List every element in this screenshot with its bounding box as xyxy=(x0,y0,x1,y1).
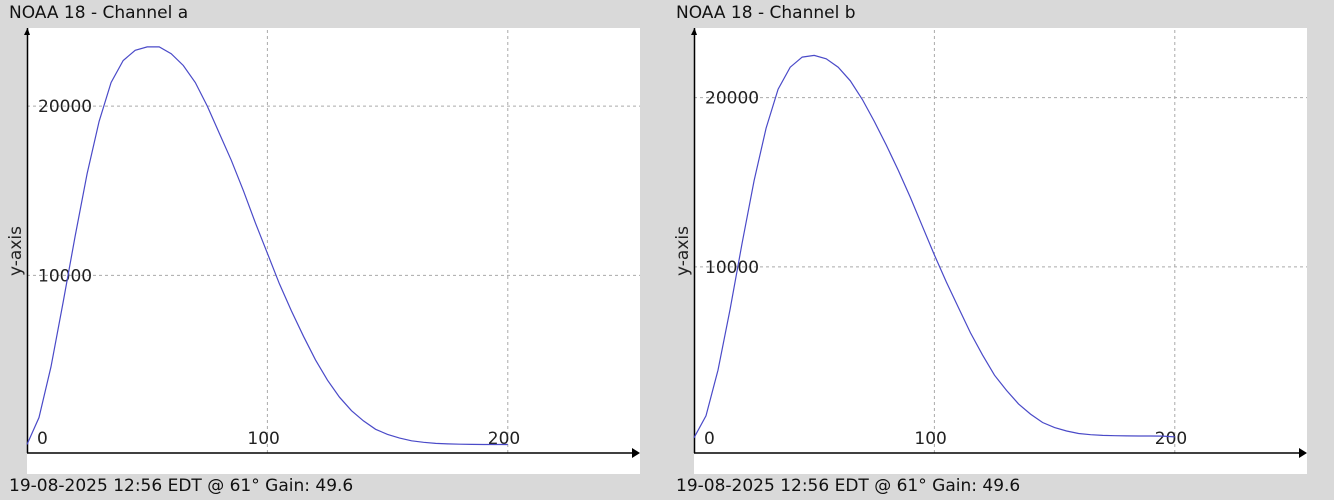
y-axis-label: y-axis xyxy=(6,226,26,276)
x-tick-label: 0 xyxy=(37,429,48,449)
y-tick-label: 10000 xyxy=(38,266,92,286)
plot-area: 0 100 200 10000 20000 y-axis xyxy=(6,28,640,474)
y-tick-label: 10000 xyxy=(705,258,759,278)
chart-panel-channel-b: NOAA 18 - Channel b 0 100 200 10000 20000 y-a… xyxy=(667,0,1334,500)
x-axis-arrow xyxy=(632,448,640,458)
plot-area: 0 100 200 10000 20000 y-axis xyxy=(673,28,1307,474)
y-axis-arrow xyxy=(24,28,30,35)
y-axis-arrow xyxy=(691,28,697,35)
x-tick-label: 0 xyxy=(704,429,715,449)
capture-info-footer: 19-08-2025 12:56 EDT @ 61° Gain: 49.6 xyxy=(676,476,1021,496)
y-tick-label: 20000 xyxy=(38,97,92,117)
series-line xyxy=(26,46,508,446)
line-chart: 0 100 200 10000 20000 y-axis xyxy=(673,28,1307,458)
x-tick-label: 100 xyxy=(247,429,279,449)
chart-title: NOAA 18 - Channel a xyxy=(9,3,189,23)
y-tick-label: 20000 xyxy=(705,89,759,109)
chart-title: NOAA 18 - Channel b xyxy=(676,3,856,23)
capture-info-footer: 19-08-2025 12:56 EDT @ 61° Gain: 49.6 xyxy=(9,476,354,496)
x-tick-label: 100 xyxy=(914,429,946,449)
line-chart: 0 100 200 10000 20000 y-axis xyxy=(6,28,640,458)
x-tick-label: 200 xyxy=(1155,429,1187,449)
x-axis-arrow xyxy=(1299,448,1307,458)
x-tick-label: 200 xyxy=(488,429,520,449)
chart-panel-channel-a: NOAA 18 - Channel a 0 100 200 10000 20000 y-a… xyxy=(6,3,640,496)
series-line xyxy=(693,54,1175,439)
y-axis-label: y-axis xyxy=(673,226,693,276)
